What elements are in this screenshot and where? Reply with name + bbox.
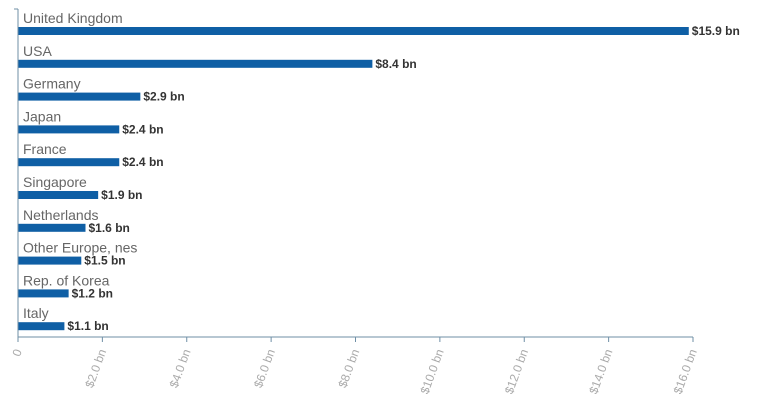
- bar: [18, 256, 82, 265]
- data-label: $1.1 bn: [67, 319, 108, 333]
- bar: [18, 158, 120, 167]
- x-tick-label: $10.0 bn: [418, 347, 447, 396]
- x-tick-label: $12.0 bn: [502, 347, 531, 396]
- x-tick-label: $2.0 bn: [82, 347, 109, 389]
- category-label: Rep. of Korea: [23, 272, 110, 288]
- x-tick-label: $8.0 bn: [335, 347, 362, 389]
- data-label: $1.9 bn: [101, 188, 142, 202]
- plot-area: United Kingdom $15.9 bn USA $8.4 bn Germany $…: [14, 8, 740, 333]
- data-label: $1.5 bn: [84, 254, 125, 268]
- bar: [18, 125, 120, 134]
- category-label: Netherlands: [23, 207, 99, 223]
- bar: [18, 27, 689, 35]
- x-tick-label: 0: [9, 347, 25, 358]
- x-tick-label: $6.0 bn: [251, 347, 278, 389]
- bar: [18, 191, 99, 199]
- bar: [18, 59, 373, 68]
- x-tick-label: $14.0 bn: [586, 347, 615, 396]
- data-label: $15.9 bn: [692, 24, 740, 38]
- category-label: Italy: [23, 305, 49, 321]
- x-tick-label: $4.0 bn: [167, 347, 194, 389]
- data-label: $2.4 bn: [122, 122, 163, 136]
- category-label: Singapore: [23, 174, 87, 190]
- data-label: $2.9 bn: [143, 90, 184, 104]
- x-axis-ticks: 0 $2.0 bn $4.0 bn $6.0 bn $8.0 bn $10.0 bn $12…: [9, 337, 700, 396]
- bar: [18, 289, 69, 298]
- category-label: Germany: [23, 76, 81, 92]
- data-label: $2.4 bn: [122, 155, 163, 169]
- data-label: $1.2 bn: [72, 286, 113, 300]
- category-label: Japan: [23, 108, 61, 124]
- category-label: USA: [23, 43, 52, 59]
- x-tick-label: $16.0 bn: [671, 347, 700, 396]
- bar: [18, 223, 86, 232]
- category-label: Other Europe, nes: [23, 240, 137, 256]
- bar: [18, 92, 141, 101]
- data-label: $1.6 bn: [89, 221, 130, 235]
- bar: [18, 322, 65, 331]
- category-label: United Kingdom: [23, 10, 123, 26]
- category-label: France: [23, 141, 67, 157]
- data-label: $8.4 bn: [375, 57, 416, 71]
